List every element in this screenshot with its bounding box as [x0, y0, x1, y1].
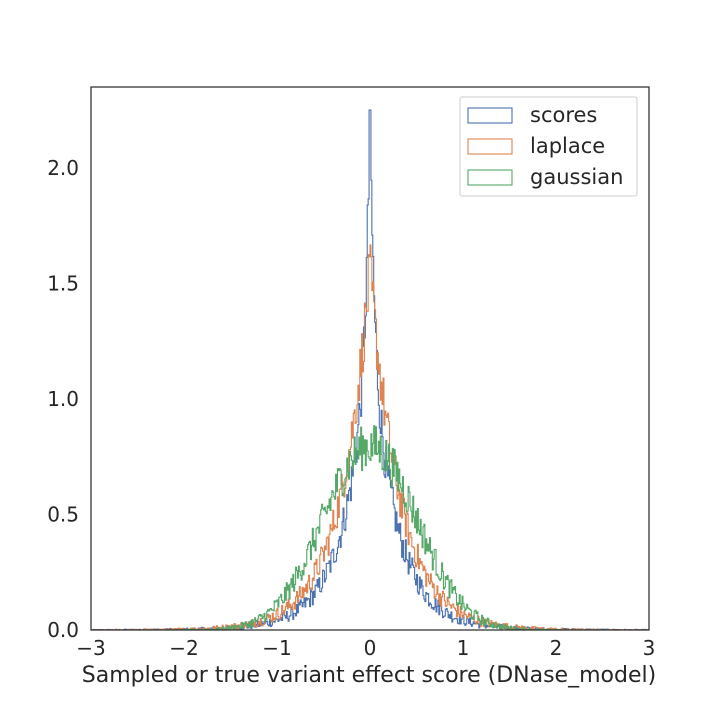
x-tick-label: 3: [643, 636, 656, 660]
y-axis-ticks: 0.0 0.5 1.0 1.5 2.0: [47, 156, 79, 642]
x-tick-label: 1: [457, 636, 470, 660]
legend-swatch-gaussian: [467, 169, 513, 186]
legend-swatch-scores: [467, 107, 513, 124]
legend-frame: [459, 96, 638, 197]
x-axis-ticks: −3 −2 −1 0 1 2 3: [76, 636, 655, 660]
x-tick-label: 0: [364, 636, 377, 660]
y-tick-label: 0.0: [47, 618, 79, 642]
legend-swatch-laplace: [467, 138, 513, 155]
legend-label-gaussian: gaussian: [530, 165, 623, 189]
legend-label-scores: scores: [530, 103, 597, 127]
y-tick-label: 0.5: [47, 502, 79, 526]
y-tick-label: 2.0: [47, 156, 79, 180]
legend-label-laplace: laplace: [530, 134, 605, 158]
y-tick-label: 1.5: [47, 271, 79, 295]
plot-frame: [90, 86, 650, 631]
x-tick-label: −3: [76, 636, 105, 660]
x-axis-label: Sampled or true variant effect score (DN…: [82, 663, 656, 688]
x-tick-label: −1: [262, 636, 291, 660]
x-tick-label: −2: [169, 636, 198, 660]
legend: scores laplace gaussian: [459, 96, 638, 197]
y-tick-label: 1.0: [47, 387, 79, 411]
x-tick-label: 2: [550, 636, 563, 660]
